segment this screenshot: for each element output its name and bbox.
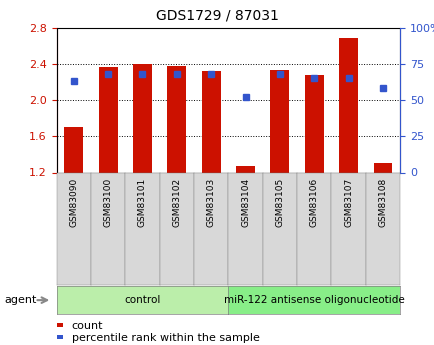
Text: GSM83101: GSM83101 xyxy=(138,178,147,227)
Bar xyxy=(270,70,289,172)
Bar xyxy=(236,166,254,172)
Text: GSM83108: GSM83108 xyxy=(378,178,387,227)
Text: GSM83105: GSM83105 xyxy=(275,178,284,227)
Bar xyxy=(201,71,220,172)
Text: GSM83102: GSM83102 xyxy=(172,178,181,227)
Text: agent: agent xyxy=(4,295,36,305)
Text: miR-122 antisense oligonucleotide: miR-122 antisense oligonucleotide xyxy=(224,295,404,305)
Bar xyxy=(167,66,186,172)
Text: GDS1729 / 87031: GDS1729 / 87031 xyxy=(156,9,278,23)
Text: GSM83107: GSM83107 xyxy=(343,178,352,227)
Bar xyxy=(133,64,151,172)
Bar xyxy=(373,164,391,172)
Text: GSM83104: GSM83104 xyxy=(240,178,250,227)
Text: percentile rank within the sample: percentile rank within the sample xyxy=(72,333,259,343)
Text: control: control xyxy=(124,295,160,305)
Bar xyxy=(99,67,117,172)
Text: GSM83103: GSM83103 xyxy=(206,178,215,227)
Text: GSM83090: GSM83090 xyxy=(69,178,78,227)
Text: count: count xyxy=(72,321,103,331)
Text: GSM83106: GSM83106 xyxy=(309,178,318,227)
Text: GSM83100: GSM83100 xyxy=(103,178,112,227)
Bar xyxy=(64,127,83,172)
Bar xyxy=(339,38,357,172)
Bar xyxy=(304,75,323,172)
